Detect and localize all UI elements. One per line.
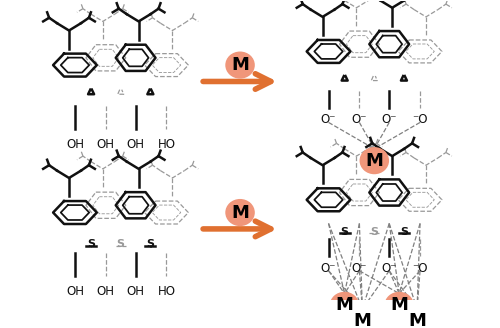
Text: M: M xyxy=(231,56,249,74)
Text: S: S xyxy=(400,227,408,236)
Circle shape xyxy=(360,148,388,174)
Text: O⁻: O⁻ xyxy=(321,113,336,126)
Circle shape xyxy=(226,52,254,78)
Text: OH: OH xyxy=(97,285,115,298)
Text: S: S xyxy=(340,227,348,236)
Text: HO: HO xyxy=(158,138,176,151)
Text: O⁻: O⁻ xyxy=(321,262,336,275)
Text: O⁻: O⁻ xyxy=(352,262,367,275)
Text: OH: OH xyxy=(126,138,144,151)
Circle shape xyxy=(348,308,376,328)
Circle shape xyxy=(403,308,431,328)
Text: O⁻: O⁻ xyxy=(382,262,397,275)
Text: OH: OH xyxy=(66,138,84,151)
Text: O⁻: O⁻ xyxy=(382,113,397,126)
Text: HO: HO xyxy=(158,285,176,298)
Text: ⁻O: ⁻O xyxy=(412,113,428,126)
Text: M: M xyxy=(390,297,408,314)
Circle shape xyxy=(226,200,254,225)
Text: ⁻O: ⁻O xyxy=(412,262,428,275)
Text: OH: OH xyxy=(66,285,84,298)
Text: M: M xyxy=(408,312,426,328)
Text: OH: OH xyxy=(97,138,115,151)
Text: S: S xyxy=(87,239,95,249)
Text: M: M xyxy=(336,297,353,314)
Text: M: M xyxy=(366,152,383,170)
Text: M: M xyxy=(354,312,372,328)
Text: S: S xyxy=(116,239,124,249)
Text: OH: OH xyxy=(126,285,144,298)
Text: S: S xyxy=(146,239,154,249)
Text: O⁻: O⁻ xyxy=(352,113,367,126)
Circle shape xyxy=(330,293,358,318)
Text: S: S xyxy=(370,227,378,236)
Text: M: M xyxy=(231,204,249,221)
Circle shape xyxy=(385,293,413,318)
